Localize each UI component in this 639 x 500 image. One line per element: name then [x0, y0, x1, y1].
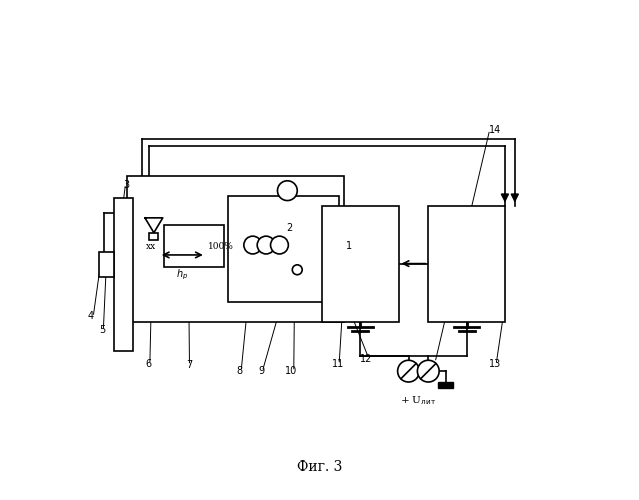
Circle shape: [270, 236, 288, 254]
Text: 8: 8: [236, 366, 242, 376]
Text: 3: 3: [123, 180, 130, 190]
Text: 2: 2: [287, 223, 293, 233]
Circle shape: [292, 265, 302, 274]
Bar: [127, 176, 344, 322]
Text: + U$_{\text{лит}}$: + U$_{\text{лит}}$: [400, 394, 436, 407]
Text: 5: 5: [99, 325, 105, 335]
Text: 4: 4: [88, 311, 94, 321]
Circle shape: [277, 181, 297, 201]
Bar: [100, 252, 114, 277]
Circle shape: [258, 236, 275, 254]
Circle shape: [244, 236, 261, 254]
Text: 11: 11: [332, 358, 344, 368]
Bar: [164, 226, 224, 268]
Circle shape: [397, 360, 419, 382]
Text: 100%: 100%: [208, 242, 234, 251]
Bar: [428, 206, 505, 322]
Bar: [114, 198, 133, 352]
Text: хх: хх: [146, 242, 157, 251]
Text: 9: 9: [258, 366, 264, 376]
Circle shape: [417, 360, 439, 382]
Text: 13: 13: [489, 358, 501, 368]
Text: 7: 7: [187, 360, 192, 370]
Text: 10: 10: [285, 366, 297, 376]
Bar: [150, 232, 158, 240]
Text: 12: 12: [360, 354, 372, 364]
Text: Фиг. 3: Фиг. 3: [296, 460, 343, 473]
Text: 1: 1: [346, 241, 352, 251]
Polygon shape: [438, 382, 453, 388]
Text: $h_р$: $h_р$: [176, 268, 189, 281]
Text: 6: 6: [146, 358, 152, 368]
Polygon shape: [145, 218, 163, 232]
Bar: [228, 196, 339, 302]
Bar: [322, 206, 399, 322]
Text: 14: 14: [489, 126, 501, 136]
